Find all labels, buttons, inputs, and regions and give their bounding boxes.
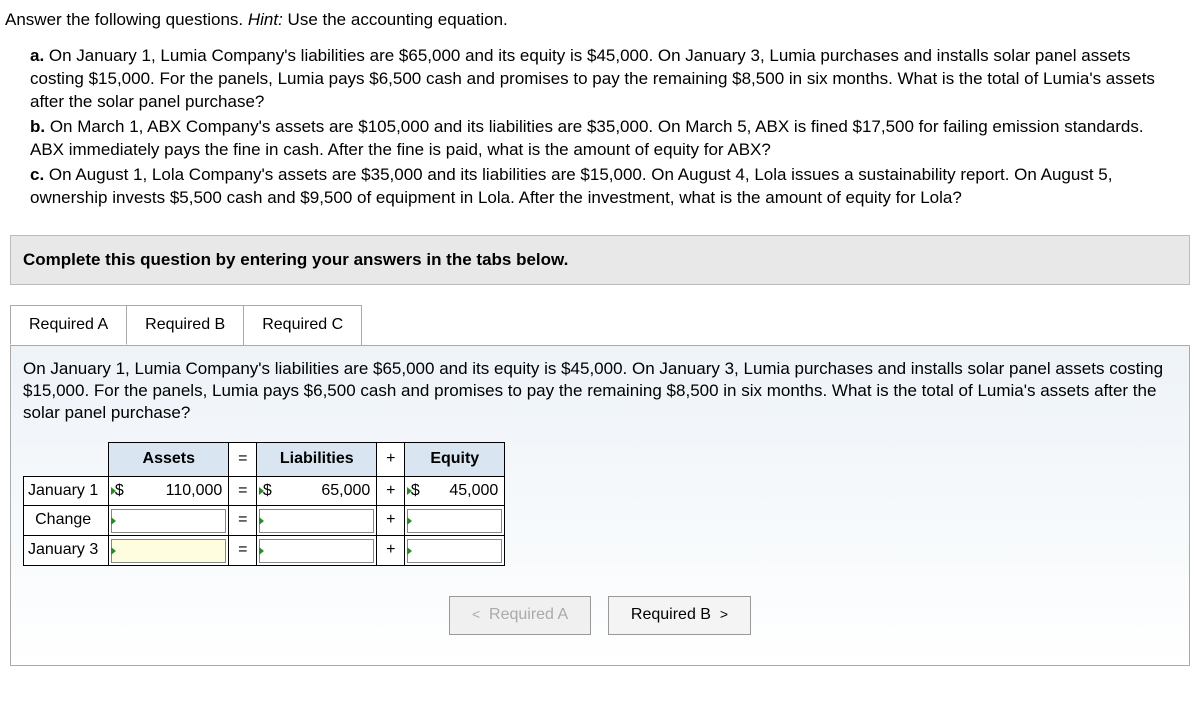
question-c-label: c. xyxy=(30,165,44,184)
question-a-text: On January 1, Lumia Company's liabilitie… xyxy=(30,46,1155,111)
chevron-right-icon: > xyxy=(720,606,728,622)
cell-jan1-assets[interactable]: $110,000 xyxy=(109,476,229,506)
cell-change-assets[interactable] xyxy=(109,506,229,536)
val-jan1-liab: 65,000 xyxy=(277,481,376,502)
row-change-label: Change xyxy=(24,506,109,536)
tab-a-prompt: On January 1, Lumia Company's liabilitie… xyxy=(23,358,1177,424)
nav-buttons: < Required A Required B > xyxy=(23,596,1177,635)
instruction-bar: Complete this question by entering your … xyxy=(10,235,1190,285)
row-jan1-label: January 1 xyxy=(24,476,109,506)
prev-label: Required A xyxy=(489,606,568,623)
op-eq-header: = xyxy=(229,442,257,476)
cell-jan3-liab[interactable] xyxy=(257,536,377,566)
header-equity: Equity xyxy=(405,442,505,476)
intro-text: Answer the following questions. Hint: Us… xyxy=(0,10,1200,45)
intro-lead: Answer the following questions. xyxy=(5,10,248,29)
op-eq-r3: = xyxy=(229,536,257,566)
question-a-label: a. xyxy=(30,46,44,65)
prev-button: < Required A xyxy=(449,596,591,635)
header-liabilities: Liabilities xyxy=(257,442,377,476)
tab-required-b[interactable]: Required B xyxy=(126,305,244,345)
cell-jan3-assets[interactable] xyxy=(109,536,229,566)
question-c-text: On August 1, Lola Company's assets are $… xyxy=(30,165,1112,207)
op-plus-header: + xyxy=(377,442,405,476)
cell-change-eq[interactable] xyxy=(405,506,505,536)
tab-required-a[interactable]: Required A xyxy=(10,305,127,345)
chevron-left-icon: < xyxy=(472,606,480,622)
header-assets: Assets xyxy=(109,442,229,476)
next-label: Required B xyxy=(631,606,711,623)
val-jan1-assets: 110,000 xyxy=(129,481,228,502)
cell-jan3-eq[interactable] xyxy=(405,536,505,566)
op-eq-r1: = xyxy=(229,476,257,506)
row-jan3-label: January 3 xyxy=(24,536,109,566)
op-plus-r2: + xyxy=(377,506,405,536)
tabs-row: Required A Required B Required C xyxy=(10,305,1190,345)
op-plus-r3: + xyxy=(377,536,405,566)
question-b-text: On March 1, ABX Company's assets are $10… xyxy=(30,117,1144,159)
questions-block: a. On January 1, Lumia Company's liabili… xyxy=(0,45,1200,210)
tab-a-content: On January 1, Lumia Company's liabilitie… xyxy=(10,345,1190,666)
op-plus-r1: + xyxy=(377,476,405,506)
op-eq-r2: = xyxy=(229,506,257,536)
tab-required-c[interactable]: Required C xyxy=(243,305,362,345)
question-b-label: b. xyxy=(30,117,45,136)
val-jan1-eq: 45,000 xyxy=(425,481,504,502)
cell-jan1-liab[interactable]: $65,000 xyxy=(257,476,377,506)
hint-text: Use the accounting equation. xyxy=(283,10,508,29)
next-button[interactable]: Required B > xyxy=(608,596,751,635)
cell-change-liab[interactable] xyxy=(257,506,377,536)
hint-label: Hint: xyxy=(248,10,283,29)
cell-jan1-eq[interactable]: $45,000 xyxy=(405,476,505,506)
equation-table: Assets = Liabilities + Equity January 1 … xyxy=(23,442,505,566)
